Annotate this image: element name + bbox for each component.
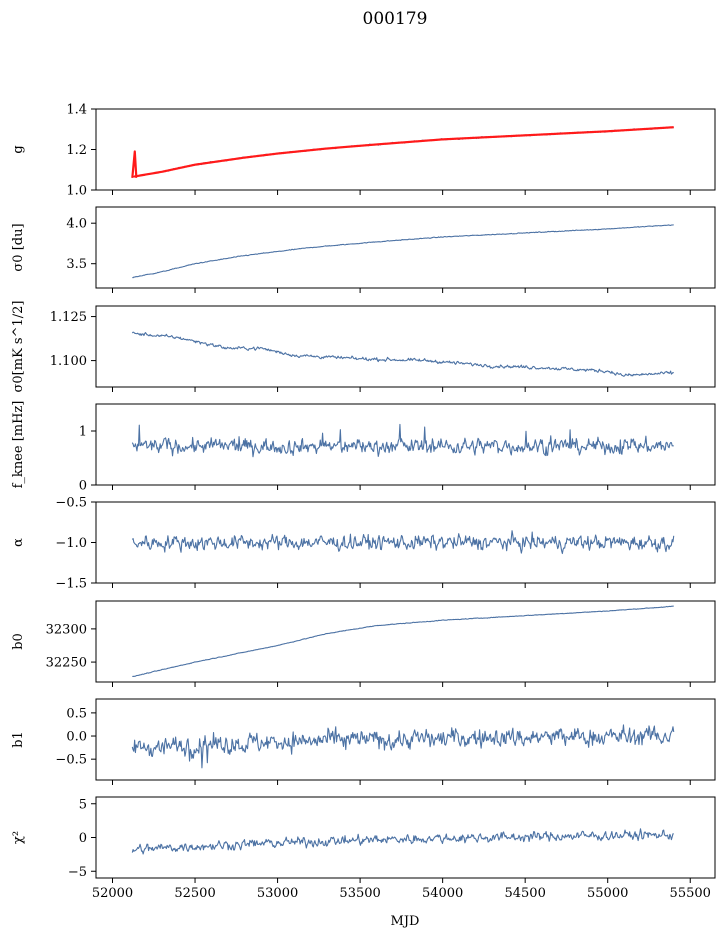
y-tick-label-alpha: −1.0 xyxy=(55,536,87,551)
series-line-b0 xyxy=(132,605,674,678)
y-axis-label-b1: b1 xyxy=(11,731,26,748)
axes-frame-sigma0_mk xyxy=(95,305,716,388)
panel-chi2: −5 0 5 52000 52500 53000 53500 54000 54500 55000 5… xyxy=(11,796,716,901)
y-axis-label-sigma0_mk: σ0[mK s^1/2] xyxy=(11,301,26,393)
panel-sigma0_du: 3.5 4.0 σ0 [du] xyxy=(11,206,716,293)
x-tick-label: 54000 xyxy=(422,886,463,901)
series-line-sigma0_mk xyxy=(131,331,674,377)
axes-frame-b0 xyxy=(95,600,716,683)
y-tick-label-sigma0_du: 4.0 xyxy=(66,217,87,232)
axes-frame-alpha xyxy=(95,501,716,584)
x-tick-label: 53500 xyxy=(339,886,380,901)
y-tick-label-b1: −0.5 xyxy=(55,753,87,768)
x-tick-label: 52000 xyxy=(92,886,133,901)
y-tick-label-sigma0_du: 3.5 xyxy=(66,257,87,272)
y-tick-label-b1: 0.0 xyxy=(66,730,87,745)
y-tick-label-chi2: −5 xyxy=(68,865,87,880)
y-tick-label-fknee: 0 xyxy=(79,479,87,494)
y-tick-label-g: 1.0 xyxy=(66,184,87,199)
series-line-sigma0_du xyxy=(132,224,674,279)
panel-b1: −0.5 0.0 0.5 b1 xyxy=(11,698,716,785)
fit-line-g xyxy=(131,126,675,178)
x-axis-label: MJD xyxy=(391,914,420,929)
y-axis-label-sigma0_du: σ0 [du] xyxy=(11,223,26,271)
y-tick-label-b1: 0.5 xyxy=(66,706,87,721)
y-tick-label-sigma0_mk: 1.125 xyxy=(50,310,87,325)
y-axis-label-g: g xyxy=(11,145,26,153)
x-tick-label: 53000 xyxy=(257,886,298,901)
panel-b0: 32250 32300 b0 xyxy=(11,600,716,687)
y-tick-label-b0: 32300 xyxy=(46,622,87,637)
y-tick-label-g: 1.4 xyxy=(66,103,87,118)
series-line-g xyxy=(132,126,674,178)
axes-frame-g xyxy=(95,108,716,191)
y-tick-label-alpha: −1.5 xyxy=(55,577,87,592)
panel-fknee: 0 1 f_knee [mHz] xyxy=(11,401,716,494)
y-tick-label-g: 1.2 xyxy=(66,143,87,158)
x-tick-label: 54500 xyxy=(504,886,545,901)
series-line-chi2 xyxy=(131,828,674,855)
y-axis-label-b0: b0 xyxy=(11,633,26,650)
x-tick-label: 55000 xyxy=(587,886,628,901)
x-tick-label: 55500 xyxy=(670,886,711,901)
y-axis-label-fknee: f_knee [mHz] xyxy=(11,401,26,489)
figure-title: 000179 xyxy=(363,9,428,29)
y-tick-label-alpha: −0.5 xyxy=(55,496,87,511)
axes-frame-sigma0_du xyxy=(95,206,716,289)
axes-frame-b1 xyxy=(95,698,716,781)
y-tick-label-fknee: 1 xyxy=(79,425,87,440)
y-tick-label-chi2: 0 xyxy=(79,831,87,846)
y-axis-label-chi2: χ² xyxy=(11,831,26,844)
panel-alpha: −1.5 −1.0 −0.5 α xyxy=(11,496,716,592)
y-axis-label-alpha: α xyxy=(11,538,26,547)
panel-g: 1.0 1.2 1.4 g xyxy=(11,103,716,199)
y-tick-label-b0: 32250 xyxy=(46,656,87,671)
series-line-fknee xyxy=(131,423,674,458)
y-tick-label-sigma0_mk: 1.100 xyxy=(50,354,87,369)
y-tick-label-chi2: 5 xyxy=(79,797,87,812)
series-line-alpha xyxy=(131,530,675,555)
x-tick-label: 52500 xyxy=(174,886,215,901)
panel-sigma0_mk: 1.100 1.125 σ0[mK s^1/2] xyxy=(11,301,716,393)
series-line-b1 xyxy=(131,724,675,769)
panels-group: 1.0 1.2 1.4 g 3.5 4.0 σ0 [du] 1.100 1.125 σ0[mK s… xyxy=(11,103,716,901)
axes-frame-fknee xyxy=(95,403,716,486)
